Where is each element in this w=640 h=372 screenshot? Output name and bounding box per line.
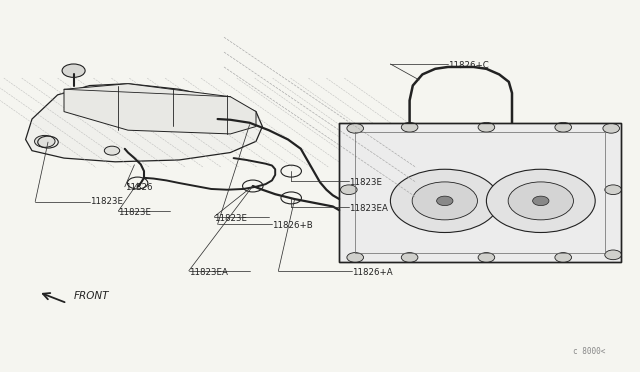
Text: 11823EA: 11823EA xyxy=(189,268,228,277)
Circle shape xyxy=(478,122,495,132)
Circle shape xyxy=(401,122,418,132)
Circle shape xyxy=(412,182,477,220)
Circle shape xyxy=(486,169,595,232)
Circle shape xyxy=(35,135,55,147)
Text: 11823E: 11823E xyxy=(214,214,248,223)
Text: c 8000<: c 8000< xyxy=(573,347,605,356)
Circle shape xyxy=(401,253,418,262)
Polygon shape xyxy=(26,84,262,162)
Text: 11826: 11826 xyxy=(125,183,152,192)
Text: FRONT: FRONT xyxy=(74,291,109,301)
Circle shape xyxy=(340,185,357,195)
Circle shape xyxy=(390,169,499,232)
Text: 11823E: 11823E xyxy=(90,197,123,206)
Polygon shape xyxy=(339,123,621,262)
Circle shape xyxy=(62,64,85,77)
Circle shape xyxy=(347,124,364,133)
Circle shape xyxy=(603,124,620,133)
Circle shape xyxy=(555,253,572,262)
Circle shape xyxy=(478,253,495,262)
Circle shape xyxy=(347,253,364,262)
Circle shape xyxy=(605,185,621,195)
Circle shape xyxy=(436,196,453,206)
Text: 11826+A: 11826+A xyxy=(352,268,392,277)
Circle shape xyxy=(605,250,621,260)
Circle shape xyxy=(104,146,120,155)
Text: 11826+B: 11826+B xyxy=(272,221,313,230)
Text: 11823E: 11823E xyxy=(349,178,382,187)
Circle shape xyxy=(508,182,573,220)
Circle shape xyxy=(555,122,572,132)
Text: 11823E: 11823E xyxy=(118,208,152,217)
Circle shape xyxy=(532,196,549,206)
Text: 11826+C: 11826+C xyxy=(448,61,489,70)
Polygon shape xyxy=(64,84,256,134)
Text: 11823EA: 11823EA xyxy=(349,204,388,213)
